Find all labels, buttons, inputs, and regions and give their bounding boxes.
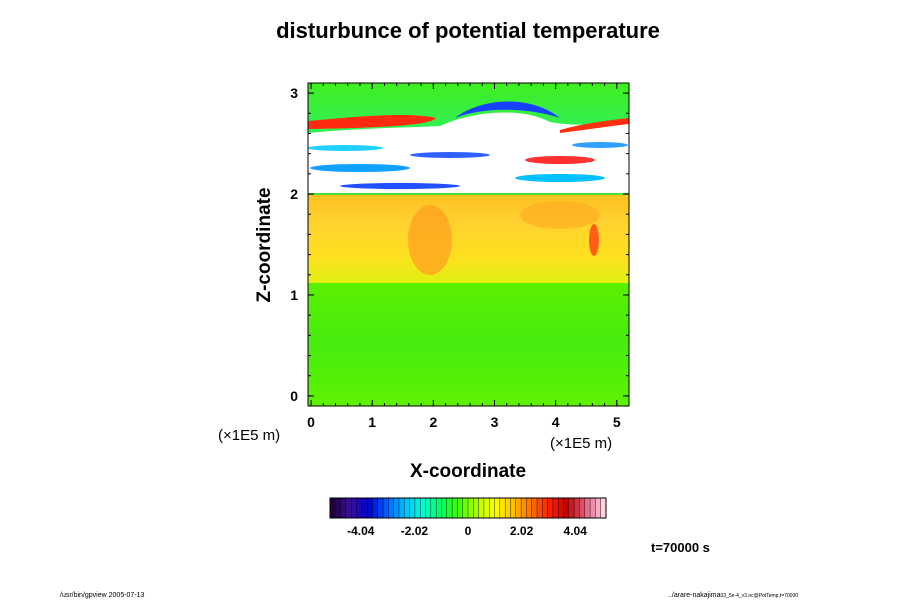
footer-right-small: 03_5e-4_v3.nc@PotTemp,t=70000 — [721, 593, 799, 599]
colorbar-cell — [520, 497, 527, 519]
y-axis: 0 1 2 3 — [290, 85, 629, 404]
field-red-spot — [589, 224, 599, 256]
colorbar-cell — [420, 497, 427, 519]
colorbar-cell — [568, 497, 575, 519]
colorbar-cell — [388, 497, 395, 519]
colorbar-cell — [478, 497, 485, 519]
colorbar-cell — [329, 497, 336, 519]
footer-right: ../arare-nakajima03_5e-4_v3.nc@PotTemp,t… — [668, 592, 798, 599]
y-tick-label: 3 — [290, 85, 298, 101]
colorbar-cell — [552, 497, 559, 519]
x-tick-label: 1 — [368, 414, 376, 430]
colorbar-cell — [589, 497, 596, 519]
y-tick-label: 2 — [290, 186, 298, 202]
colorbar-cell — [462, 497, 469, 519]
colorbar-cell — [366, 497, 373, 519]
colorbar-cell — [345, 497, 352, 519]
colorbar-cell — [404, 497, 411, 519]
x-unit-label: (×1E5 m) — [550, 435, 612, 452]
plot-area — [308, 83, 629, 406]
plot-frame — [307, 82, 630, 407]
field-lower-green — [308, 280, 629, 406]
colorbar-cell — [446, 497, 453, 519]
field-band-7 — [572, 142, 628, 148]
colorbar-cell — [547, 497, 554, 519]
x-tick-label: 5 — [613, 414, 621, 430]
colorbar-cell — [414, 497, 421, 519]
x-tick-label: 0 — [307, 414, 315, 430]
colorbar-cell — [579, 497, 586, 519]
colorbar-cell — [425, 497, 432, 519]
colorbar-cell — [584, 497, 591, 519]
field-band-1 — [308, 145, 383, 151]
colorbar-cell — [563, 497, 570, 519]
field-blue-dome — [455, 101, 560, 118]
x-tick-label: 3 — [491, 414, 499, 430]
colorbar-cell — [340, 497, 347, 519]
colorbar-cell — [542, 497, 549, 519]
y-unit-label: (×1E5 m) — [218, 427, 280, 444]
colorbar-frame — [329, 497, 607, 519]
field-band-6 — [340, 183, 460, 189]
colorbar-cell — [600, 497, 607, 519]
colorbar-cell — [489, 497, 496, 519]
colorbar-cell — [457, 497, 464, 519]
colorbar-cell — [398, 497, 405, 519]
colorbar-cell — [409, 497, 416, 519]
field-orange-plume — [408, 205, 452, 275]
colorbar-cell — [573, 497, 580, 519]
time-label: t=70000 s — [651, 540, 710, 555]
colorbar-cell — [531, 497, 538, 519]
colorbar-cell — [483, 497, 490, 519]
chart-title: disturbunce of potential temperature — [276, 18, 660, 43]
colorbar-cell — [372, 497, 379, 519]
colorbar-tick-label: 2.02 — [510, 524, 534, 538]
colorbar-cell — [441, 497, 448, 519]
colorbar-cell — [467, 497, 474, 519]
colorbar-cell — [356, 497, 363, 519]
colorbar-cell — [473, 497, 480, 519]
field-band-5 — [515, 174, 605, 182]
colorbar-cell — [504, 497, 511, 519]
colorbar-cell — [510, 497, 517, 519]
field-band-3 — [525, 156, 595, 164]
y-tick-label: 0 — [290, 388, 298, 404]
y-tick-label: 1 — [290, 287, 298, 303]
footer-right-main: ../arare-nakajima — [668, 592, 721, 599]
colorbar-tick-label: 0 — [465, 524, 472, 538]
colorbar-tick-label: 4.04 — [564, 524, 588, 538]
colorbar-ticks: -4.04 -2.02 0 2.02 4.04 — [347, 524, 587, 538]
colorbar-cell — [451, 497, 458, 519]
field-red-arc — [308, 114, 436, 129]
colorbar-cell — [558, 497, 565, 519]
colorbar-cell — [335, 497, 342, 519]
field-band-2 — [410, 152, 490, 158]
colorbar-cell — [499, 497, 506, 519]
x-axis-label: X-coordinate — [410, 461, 526, 482]
colorbar-cell — [435, 497, 442, 519]
colorbar-cell — [536, 497, 543, 519]
colorbar-cell — [361, 497, 368, 519]
colorbar-cell — [526, 497, 533, 519]
colorbar-cell — [430, 497, 437, 519]
colorbar-cell — [515, 497, 522, 519]
colorbar-cell — [351, 497, 358, 519]
colorbar-cell — [382, 497, 389, 519]
field-orange-patch — [520, 201, 600, 229]
x-tick-label: 4 — [552, 414, 560, 430]
colorbar-cell — [494, 497, 501, 519]
colorbar-cell — [595, 497, 602, 519]
colorbar-cell — [393, 497, 400, 519]
colorbar-tick-label: -2.02 — [401, 524, 429, 538]
field-band-4 — [310, 164, 410, 172]
colorbar-tick-label: -4.04 — [347, 524, 375, 538]
x-axis: 0 1 2 3 4 5 — [307, 83, 630, 430]
colorbar — [329, 497, 607, 519]
y-axis-label: Z-coordinate — [254, 187, 275, 302]
colorbar-cell — [377, 497, 384, 519]
field-red-arc-right — [560, 118, 629, 133]
x-tick-label: 2 — [429, 414, 437, 430]
footer-left: /usr/bin/gpview 2005-07-13 — [60, 592, 145, 599]
